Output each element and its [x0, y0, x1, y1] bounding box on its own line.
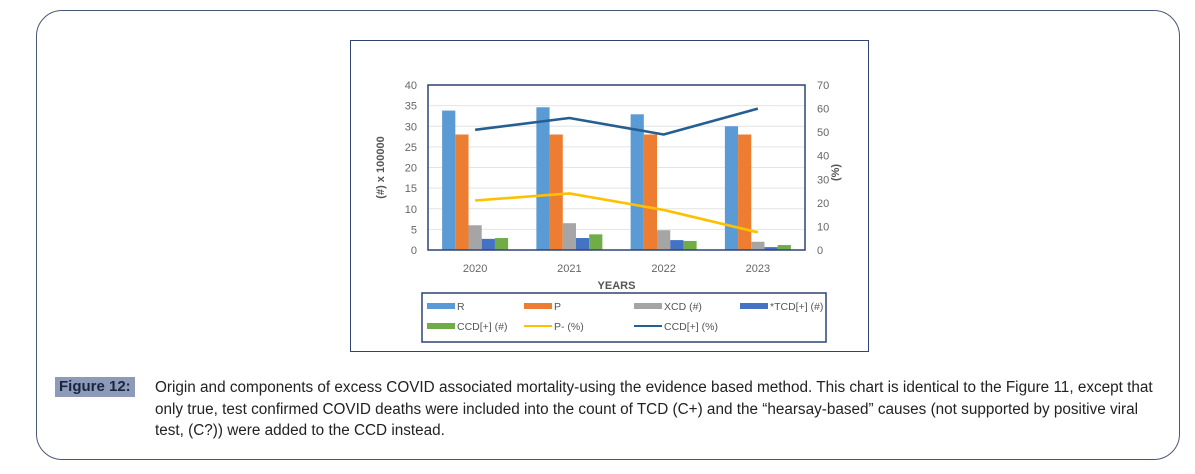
bar--tcd--2023: [764, 247, 778, 250]
x-axis-title: YEARS: [598, 280, 636, 292]
bar--tcd--2022: [670, 240, 684, 250]
y-tick-label: 20: [405, 163, 417, 175]
plot-area-border: [427, 84, 806, 251]
legend-box: [421, 292, 827, 343]
bar-ccd--2020: [494, 238, 509, 250]
lines: [474, 107, 759, 234]
y-tick-label: 25: [405, 142, 417, 154]
legend-item: CCD[+] (#): [427, 321, 507, 333]
legend-swatch: [634, 303, 662, 309]
legend-item: XCD (#): [634, 301, 702, 313]
x-tick-label: 2020: [463, 263, 487, 275]
y2-axis-title: (%): [830, 164, 842, 181]
legend-item: P: [524, 301, 561, 313]
y-tick-label: 5: [411, 224, 417, 236]
line-p-: [475, 192, 759, 234]
bar-p-2023: [738, 134, 752, 250]
y2-tick-label: 10: [817, 221, 829, 233]
figure-frame: [36, 10, 1180, 460]
figure-label: Figure 12:: [55, 377, 135, 397]
legend-label: XCD (#): [664, 301, 702, 313]
y-tick-label: 0: [411, 245, 417, 257]
legend-label: CCD[+] (%): [664, 321, 718, 333]
y-tick-label: 40: [405, 80, 417, 92]
bar--tcd--2020: [481, 238, 495, 250]
y-axis-title: (#) x 100000: [375, 136, 387, 198]
bar-xcd--2021: [562, 223, 576, 250]
y2-tick-label: 0: [817, 245, 823, 257]
legend-item: CCD[+] (%): [634, 321, 718, 333]
bar-p-2021: [549, 134, 563, 250]
y2-tick-label: 40: [817, 151, 829, 163]
legend: R P XCD (#) *TCD[+] (#) CCD[+] (#) P- (%) CCD[…: [427, 301, 823, 333]
bar-ccd--2021: [589, 234, 603, 250]
bar-p-2022: [643, 134, 658, 250]
x-tick-label: 2022: [651, 263, 675, 275]
y-tick-label: 10: [405, 204, 417, 216]
y-axis-ticks: 0 5 10 15 20 25 30 35 40: [405, 80, 417, 257]
bar-r-2022: [630, 114, 644, 250]
bar-ccd--2023: [777, 245, 791, 250]
legend-label: CCD[+] (#): [457, 321, 507, 333]
legend-label: R: [457, 301, 465, 313]
legend-swatch: [740, 303, 768, 309]
bar-p-2020: [455, 134, 469, 250]
x-tick-label: 2021: [557, 263, 581, 275]
y2-axis-ticks: 0 10 20 30 40 50 60 70: [817, 80, 829, 257]
bar-ccd--2022: [683, 240, 697, 250]
bar--tcd--2021: [575, 238, 590, 250]
bar-xcd--2023: [751, 241, 765, 250]
bar-r-2020: [442, 110, 456, 250]
y2-tick-label: 20: [817, 198, 829, 210]
bar-xcd--2022: [657, 230, 671, 250]
line-ccd-: [474, 107, 759, 136]
y2-tick-label: 60: [817, 104, 829, 116]
y-tick-label: 15: [405, 183, 417, 195]
legend-swatch: [427, 303, 455, 309]
legend-label: P- (%): [554, 321, 584, 333]
caption-text: Origin and components of excess COVID as…: [155, 379, 1153, 439]
legend-item: R: [427, 301, 465, 313]
y-tick-label: 30: [405, 121, 417, 133]
legend-item: *TCD[+] (#): [740, 301, 823, 313]
legend-label: P: [554, 301, 561, 313]
legend-swatch: [524, 303, 552, 309]
bar-xcd--2020: [468, 225, 482, 250]
legend-label: *TCD[+] (#): [770, 301, 823, 313]
x-tick-label: 2023: [746, 263, 770, 275]
y2-tick-label: 30: [817, 174, 829, 186]
bar-r-2023: [724, 126, 739, 250]
y2-tick-label: 50: [817, 127, 829, 139]
chart-frame: 0 5 10 15 20 25 30 35 40 0 10 20 30 40 50 60 70 2020 202…: [350, 40, 869, 352]
legend-item: P- (%): [524, 321, 584, 333]
bars: [442, 107, 791, 251]
x-axis-ticks: 2020 2021 2022 2023: [463, 263, 770, 275]
bar-r-2021: [536, 107, 550, 251]
y2-tick-label: 70: [817, 80, 829, 92]
y-tick-label: 35: [405, 101, 417, 113]
legend-swatch: [427, 323, 455, 329]
